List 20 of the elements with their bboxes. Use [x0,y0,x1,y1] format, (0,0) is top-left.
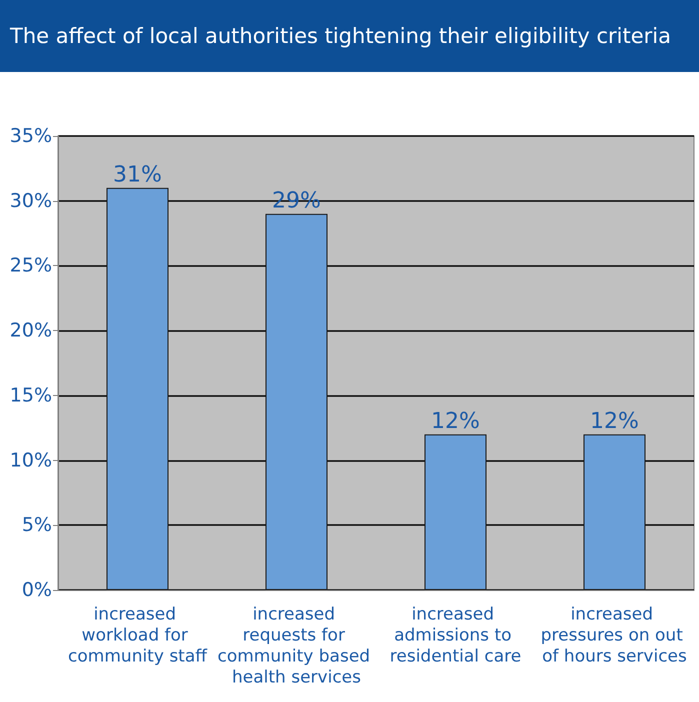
y-tick-label: 25% [10,254,52,277]
x-tick-label: increased workload for community staff [68,604,208,666]
y-tick-label: 35% [10,125,52,147]
bar [583,434,646,590]
x-tick-label: increased admissions to residential care [390,604,522,666]
y-tick-label: 30% [10,190,52,212]
chart-title: The affect of local authorities tightening their eligibility criteria [0,0,699,72]
y-tick-label: 10% [10,449,52,472]
y-tick-label: 5% [22,514,52,536]
bar [265,214,328,590]
y-tick-label: 0% [22,579,52,601]
x-tick-label: increased requests for community based health services [218,604,376,688]
y-tick-label: 15% [10,384,52,406]
bar [106,188,169,590]
data-label: 12% [590,408,639,434]
x-tick-label: increased pressures on out of hours services [540,604,688,666]
y-tick-label: 20% [10,320,52,342]
bar [424,434,487,590]
data-label: 31% [113,162,162,188]
data-label: 12% [431,408,480,434]
